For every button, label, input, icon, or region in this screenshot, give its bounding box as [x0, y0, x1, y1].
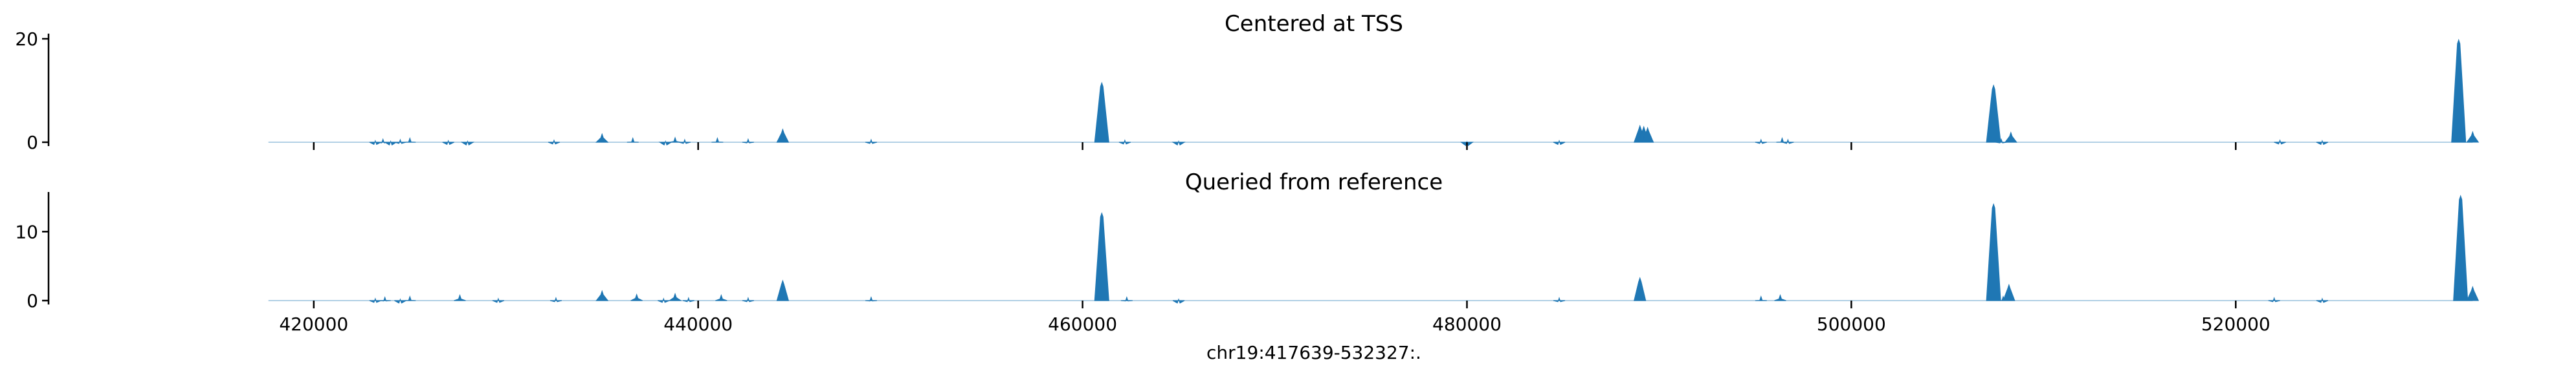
coverage-peak: [2274, 139, 2286, 145]
coverage-peak: [454, 293, 466, 301]
coverage-peak: [630, 293, 643, 301]
coverage-peak: [595, 290, 609, 301]
coverage-peak: [595, 133, 609, 143]
coverage-peak: [1120, 296, 1133, 302]
coverage-peak: [1774, 293, 1786, 301]
coverage-series: [268, 39, 2480, 147]
coverage-peak: [2268, 297, 2280, 303]
coverage-peak: [1782, 138, 1794, 144]
y-tick-label: 0: [27, 290, 38, 312]
coverage-peak: [1553, 140, 1566, 145]
coverage-peak: [678, 138, 691, 144]
coverage-peak: [1641, 127, 1654, 143]
coverage-peak: [2453, 195, 2469, 301]
coverage-series: [268, 195, 2480, 304]
coverage-peak: [2466, 131, 2480, 143]
coverage-peak: [2316, 297, 2329, 303]
coverage-peak: [865, 138, 878, 144]
coverage-peak: [548, 139, 561, 145]
panel-centered-at-tss: Centered at TSS 0 20: [15, 11, 2480, 153]
coverage-peak: [442, 140, 454, 145]
coverage-peak: [2466, 286, 2480, 301]
coverage-peak: [2451, 39, 2467, 143]
coverage-peak: [711, 137, 724, 143]
coverage-peak: [668, 292, 682, 301]
x-tick-label: 420000: [279, 314, 348, 335]
coverage-peak: [742, 297, 755, 303]
coverage-peak: [550, 297, 562, 303]
coverage-peak: [404, 295, 416, 301]
coverage-peak: [1171, 140, 1186, 146]
coverage-peak: [715, 293, 727, 301]
coverage-peak: [1094, 81, 1109, 143]
coverage-peak: [669, 136, 682, 143]
coverage-peak: [404, 137, 416, 143]
coverage-peak: [1986, 84, 2001, 143]
coverage-peak: [658, 297, 670, 303]
x-tick-label: 500000: [1817, 314, 1886, 335]
coverage-peak: [2316, 140, 2329, 145]
coverage-peak: [1553, 297, 1566, 303]
y-tick-label: 0: [27, 132, 38, 153]
x-tick-label: 460000: [1048, 314, 1117, 335]
y-tick-label: 20: [15, 28, 38, 50]
panel-queried-from-reference: Queried from reference 010 420000 440000 4…: [15, 169, 2480, 335]
coverage-peak: [776, 279, 789, 301]
coverage-peak: [682, 297, 694, 303]
coverage-peak: [627, 137, 639, 143]
y-axis: 0 20: [15, 28, 50, 153]
x-axis: 420000 440000 460000 480000 500000 520000: [279, 301, 2271, 335]
x-tick-label: 480000: [1432, 314, 1502, 335]
x-tick-label: 520000: [2201, 314, 2271, 335]
coverage-peak: [865, 296, 877, 302]
x-axis-label: chr19:417639-532327:.: [1206, 342, 1421, 363]
panel-title: Centered at TSS: [1225, 11, 1403, 37]
coverage-peak: [1755, 138, 1767, 144]
y-tick-label: 10: [15, 221, 38, 242]
coverage-peak: [776, 128, 790, 143]
coverage-peak: [1634, 277, 1647, 301]
coverage-peak: [379, 296, 391, 302]
x-tick-label: 440000: [663, 314, 733, 335]
panel-title: Queried from reference: [1185, 169, 1443, 195]
x-axis: [313, 142, 2237, 150]
coverage-peak: [1094, 211, 1109, 301]
coverage-peak: [2003, 283, 2015, 301]
coverage-peak: [742, 138, 754, 144]
coverage-peak: [460, 140, 475, 146]
coverage-peak: [2004, 131, 2017, 143]
coverage-peak: [1172, 298, 1185, 304]
y-axis: 0 10: [15, 192, 50, 312]
coverage-peak: [1986, 203, 2001, 301]
coverage-peak: [1118, 139, 1131, 145]
coverage-peak: [1755, 295, 1767, 301]
coverage-peak: [492, 297, 505, 303]
